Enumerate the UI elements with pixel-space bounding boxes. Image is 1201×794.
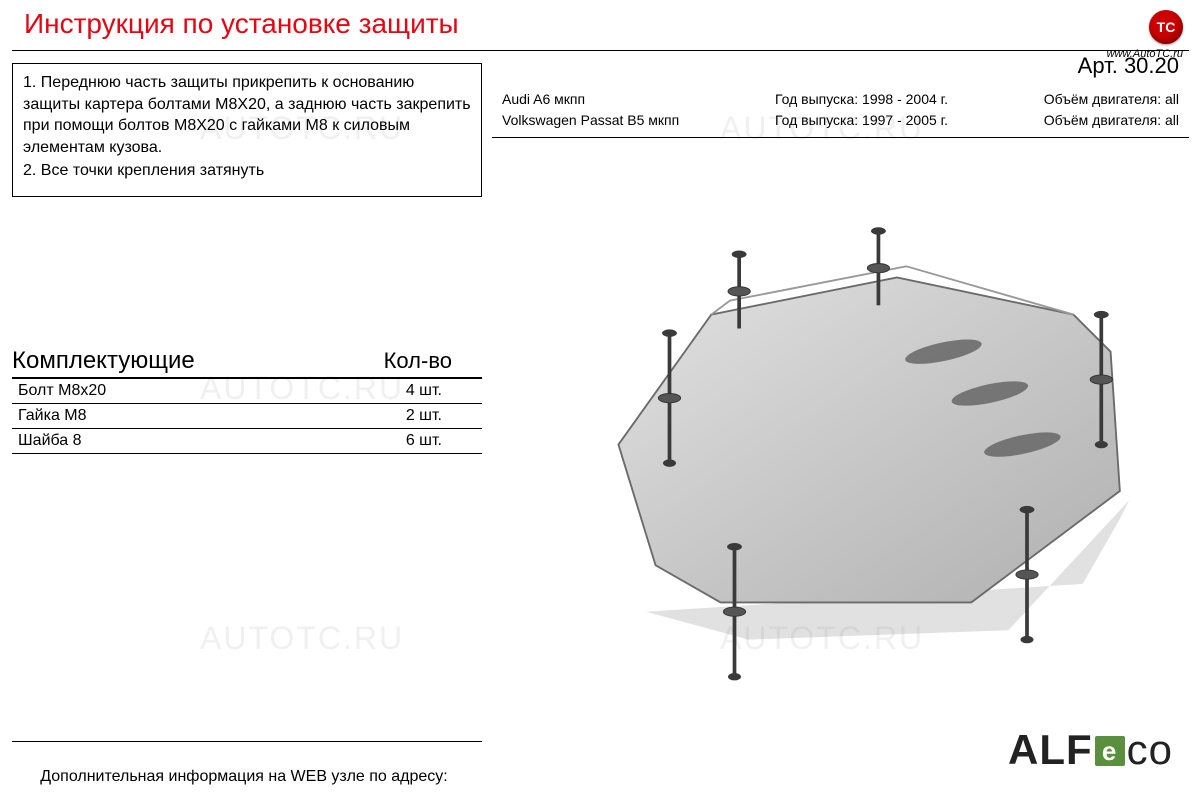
spec-text: Audi A6 мкпп — [502, 89, 679, 110]
article-number: Арт. 30.20 — [492, 51, 1189, 83]
spec-text: Год выпуска: 1998 - 2004 г. — [775, 89, 948, 110]
instruction-num: 2. — [23, 162, 41, 179]
tc-badge-icon: TC — [1149, 10, 1183, 44]
spec-text: Volkswagen Passat B5 мкпп — [502, 110, 679, 131]
components-table: Болт М8х20 4 шт. Гайка М8 2 шт. Шайба 8 … — [12, 379, 482, 454]
instruction-text: Переднюю часть защиты прикрепить к основ… — [23, 74, 471, 156]
eco-badge-icon: e — [1095, 736, 1125, 766]
table-row: Шайба 8 6 шт. — [12, 428, 482, 453]
instruction-num: 1. — [23, 74, 41, 91]
site-logo: TC www.AutoTC.ru — [1107, 10, 1183, 60]
instructions-box: 1. Переднюю часть защиты прикрепить к ос… — [12, 63, 482, 197]
part-qty: 2 шт. — [362, 403, 482, 428]
spec-vehicle: Audi A6 мкпп Volkswagen Passat B5 мкпп — [502, 89, 679, 131]
spec-text: Год выпуска: 1997 - 2005 г. — [775, 110, 948, 131]
spec-engine: Объём двигателя: all Объём двигателя: al… — [1044, 89, 1179, 131]
components-title: Комплектующие — [12, 347, 195, 375]
part-name: Шайба 8 — [12, 428, 362, 453]
instruction-item: 1. Переднюю часть защиты прикрепить к ос… — [23, 72, 471, 158]
product-diagram — [492, 166, 1172, 686]
spec-text: Объём двигателя: all — [1044, 110, 1179, 131]
spec-years: Год выпуска: 1998 - 2004 г. Год выпуска:… — [775, 89, 948, 131]
part-name: Гайка М8 — [12, 403, 362, 428]
spec-text: Объём двигателя: all — [1044, 89, 1179, 110]
footer-divider — [12, 741, 482, 742]
site-url: www.AutoTC.ru — [1107, 48, 1183, 60]
brand-part: ALF — [1008, 726, 1093, 773]
spec-row: Audi A6 мкпп Volkswagen Passat B5 мкпп Г… — [492, 83, 1189, 138]
part-qty: 4 шт. — [362, 379, 482, 404]
left-column: 1. Переднюю часть защиты прикрепить к ос… — [12, 51, 482, 691]
right-column: Арт. 30.20 Audi A6 мкпп Volkswagen Passa… — [482, 51, 1189, 691]
brand-logo: ALFeco — [1008, 726, 1173, 774]
table-row: Гайка М8 2 шт. — [12, 403, 482, 428]
instruction-text: Все точки крепления затянуть — [41, 162, 264, 179]
footer-note: Дополнительная информация на WEB узле по… — [24, 768, 464, 786]
part-qty: 6 шт. — [362, 428, 482, 453]
components-qty-title: Кол-во — [384, 348, 482, 374]
brand-part: co — [1127, 726, 1173, 773]
page-title: Инструкция по установке защиты — [12, 0, 1189, 51]
components-header: Комплектующие Кол-во — [12, 347, 482, 379]
part-name: Болт М8х20 — [12, 379, 362, 404]
table-row: Болт М8х20 4 шт. — [12, 379, 482, 404]
instruction-item: 2. Все точки крепления затянуть — [23, 160, 471, 182]
